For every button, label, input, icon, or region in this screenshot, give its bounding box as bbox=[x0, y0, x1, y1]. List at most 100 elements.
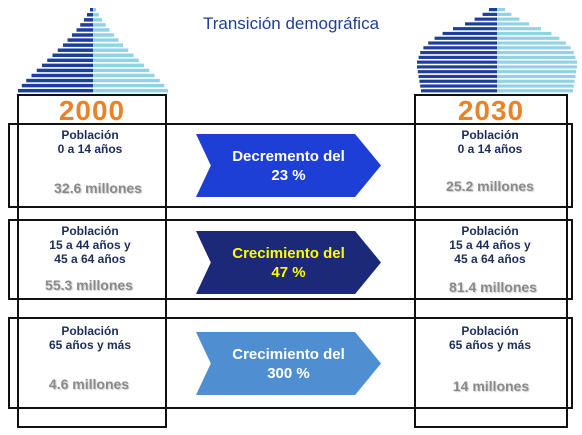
row2-right-label-line2: 15 a 44 años y bbox=[449, 238, 531, 252]
pyramid-bar-male bbox=[474, 17, 497, 21]
pyramid-bar-female bbox=[93, 48, 129, 52]
arrow-decremento: Decremento del 23 % bbox=[196, 134, 381, 197]
pyramid-bar-male bbox=[87, 13, 93, 17]
pyramid-bar-female bbox=[93, 68, 150, 73]
pyramid-bar-male bbox=[36, 68, 93, 73]
pyramid-bar-female bbox=[93, 13, 99, 17]
pyramid-bar-male bbox=[421, 89, 497, 93]
pyramid-bar-female bbox=[497, 89, 573, 93]
pyramid-bar-male bbox=[420, 51, 497, 55]
pyramid-bar-male bbox=[417, 70, 497, 74]
pyramid-bar-male bbox=[84, 18, 93, 22]
arrow1-line2: 23 % bbox=[271, 166, 306, 184]
pyramid-bar-female bbox=[497, 31, 552, 36]
row2-right-label-line1: Población bbox=[461, 224, 519, 238]
pyramid-bar-male bbox=[31, 73, 93, 78]
year-2000-label: 2000 bbox=[58, 95, 126, 126]
pyramid-bar-female bbox=[497, 22, 529, 26]
pyramid-bar-female bbox=[497, 60, 577, 64]
pyramid-bar-female bbox=[497, 79, 575, 83]
arrow1-line1: Decremento del bbox=[232, 147, 345, 165]
pyramid-bar-male bbox=[442, 31, 497, 36]
pyramid-bar-male bbox=[482, 12, 497, 16]
pyramid-bar-female bbox=[497, 41, 566, 45]
pyramid-bar-male bbox=[18, 88, 93, 93]
row2-right-label-line3: 45 a 64 años bbox=[454, 252, 526, 266]
pyramid-bar-female bbox=[497, 84, 574, 88]
pyramid-bar-female bbox=[93, 23, 106, 27]
pyramid-bar-male bbox=[72, 33, 93, 37]
pyramid-bar-female bbox=[93, 73, 155, 78]
pyramid-bar-female bbox=[497, 17, 520, 21]
pyramid-bar-male bbox=[453, 27, 497, 31]
pyramid-bar-male bbox=[47, 58, 93, 63]
pyramid-bar-male bbox=[434, 36, 497, 40]
pyramid-bar-male bbox=[26, 78, 93, 83]
row3-right-label-line1: Población bbox=[461, 324, 519, 338]
row1-right-label-line1: Población bbox=[461, 128, 519, 142]
row3-right-label-line2: 65 años y más bbox=[448, 338, 532, 352]
pyramid-bar-male bbox=[417, 60, 497, 64]
pyramid-bar-female bbox=[497, 51, 574, 55]
pyramid-bar-male bbox=[423, 46, 497, 50]
row3-left-value: 4.6 millones bbox=[48, 376, 130, 392]
pyramid-bar-female bbox=[497, 8, 505, 12]
column-frame-2000 bbox=[17, 94, 167, 428]
row3-right-label: Población 65 años y más bbox=[416, 324, 564, 352]
pyramid-bar-male bbox=[90, 8, 93, 12]
population-pyramid-2000 bbox=[18, 8, 168, 93]
pyramid-bar-female bbox=[497, 55, 576, 59]
pyramid-bar-female bbox=[93, 58, 139, 63]
row3-right-value: 14 millones bbox=[452, 378, 530, 394]
row2-left-label-line1: Población bbox=[61, 224, 119, 238]
pyramid-bar-male bbox=[418, 74, 497, 79]
row3-left-label-line2: 65 años y más bbox=[48, 338, 132, 352]
row2-left-label-line2: 15 a 44 años y bbox=[49, 238, 131, 252]
row1-right-label: Población 0 a 14 años bbox=[416, 128, 564, 156]
column-frame-2030 bbox=[414, 94, 568, 428]
row1-right-value: 25.2 millones bbox=[446, 178, 534, 194]
row2-left-label: Población 15 a 44 años y 45 a 64 años bbox=[20, 224, 160, 266]
row1-left-label-line1: Población bbox=[61, 128, 119, 142]
pyramid-bar-female bbox=[93, 8, 96, 12]
year-2030-label: 2030 bbox=[457, 95, 525, 126]
pyramid-bar-male bbox=[489, 8, 497, 12]
population-pyramid-2030 bbox=[417, 8, 577, 93]
pyramid-bar-female bbox=[93, 28, 110, 32]
pyramid-bar-female bbox=[93, 38, 119, 42]
pyramid-bar-female bbox=[497, 27, 541, 31]
pyramid-bar-male bbox=[417, 65, 497, 69]
pyramid-bar-female bbox=[93, 18, 102, 22]
pyramid-bar-female bbox=[93, 83, 165, 88]
pyramid-bar-female bbox=[93, 53, 134, 57]
pyramid-bar-male bbox=[76, 28, 93, 32]
row3-left-label-line1: Población bbox=[61, 324, 119, 338]
arrow-crecimiento-300: Crecimiento del 300 % bbox=[196, 332, 381, 395]
pyramid-bar-male bbox=[52, 53, 93, 57]
row2-left-value: 55.3 millones bbox=[45, 277, 133, 293]
pyramid-bar-male bbox=[63, 43, 93, 47]
pyramid-bar-female bbox=[497, 74, 576, 79]
row-box-0-14 bbox=[8, 123, 573, 208]
row-box-65-plus bbox=[8, 317, 573, 409]
row1-left-label-line2: 0 a 14 años bbox=[57, 142, 123, 156]
row2-right-label: Población 15 a 44 años y 45 a 64 años bbox=[416, 224, 564, 266]
arrow2-line1: Crecimiento del bbox=[232, 244, 345, 262]
arrow3-line1: Crecimiento del bbox=[232, 345, 345, 363]
pyramid-bar-female bbox=[497, 65, 577, 69]
row2-right-value: 81.4 millones bbox=[449, 279, 537, 295]
pyramid-bar-male bbox=[57, 48, 93, 52]
pyramid-bar-male bbox=[42, 63, 93, 68]
arrow2-line2: 47 % bbox=[271, 263, 306, 281]
pyramid-bar-female bbox=[497, 12, 512, 16]
pyramid-bar-female bbox=[93, 43, 123, 47]
page-title: Transición demográfica bbox=[202, 14, 380, 33]
row-box-15-64 bbox=[8, 219, 573, 300]
row2-left-label-line3: 45 a 64 años bbox=[54, 252, 126, 266]
arrow-crecimiento-47: Crecimiento del 47 % bbox=[196, 231, 381, 294]
pyramid-bar-female bbox=[93, 88, 168, 93]
pyramid-bar-female bbox=[497, 36, 560, 40]
pyramid-bar-male bbox=[465, 22, 497, 26]
pyramid-bar-female bbox=[93, 78, 160, 83]
pyramid-bar-male bbox=[420, 84, 497, 88]
